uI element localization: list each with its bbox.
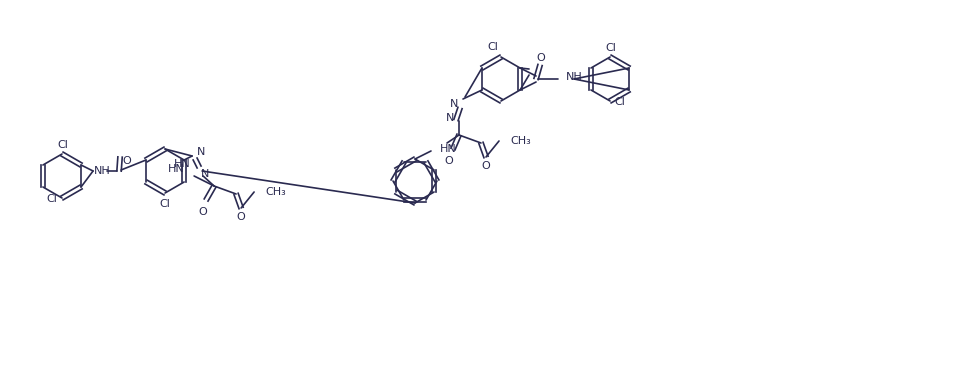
Text: CH₃: CH₃ (265, 187, 286, 197)
Text: CH₃: CH₃ (510, 136, 530, 146)
Text: N: N (446, 113, 454, 123)
Text: Cl: Cl (159, 199, 171, 209)
Text: N: N (450, 99, 458, 109)
Text: O: O (123, 156, 131, 166)
Text: Cl: Cl (606, 43, 617, 53)
Text: O: O (445, 156, 454, 166)
Text: NH: NH (94, 166, 110, 176)
Text: O: O (237, 212, 246, 222)
Text: HN: HN (169, 164, 185, 174)
Text: HN: HN (175, 159, 191, 169)
Text: Cl: Cl (47, 194, 58, 204)
Text: Cl: Cl (487, 42, 499, 52)
Text: Cl: Cl (58, 140, 68, 150)
Text: N: N (201, 169, 209, 179)
Text: O: O (481, 161, 490, 171)
Text: O: O (199, 207, 207, 217)
Text: O: O (537, 53, 546, 63)
Text: NH: NH (566, 72, 583, 82)
Text: HN: HN (440, 144, 456, 154)
Text: Cl: Cl (615, 97, 625, 107)
Text: N: N (198, 147, 205, 157)
